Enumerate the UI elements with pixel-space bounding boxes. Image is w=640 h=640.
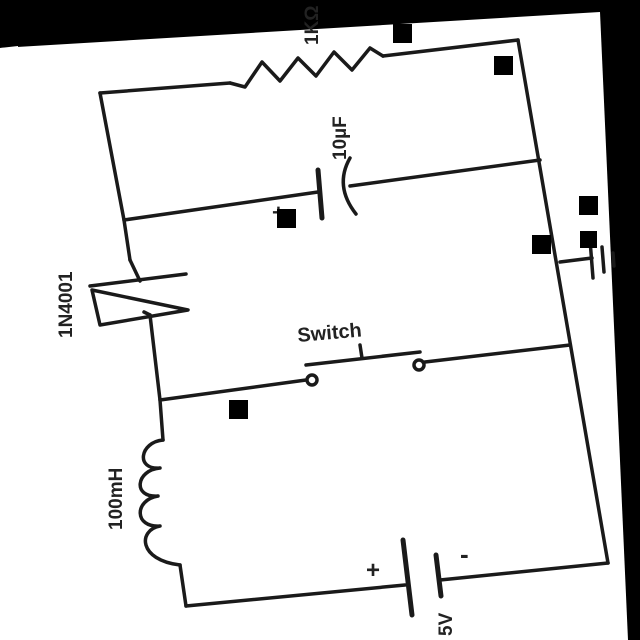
capacitor-plate-straight: [315, 167, 325, 221]
diode-lead-lower: [142, 310, 152, 317]
capacitor-plate-curved: [341, 156, 358, 216]
switch-contact-left: [305, 373, 319, 387]
wire-top-right: [381, 38, 520, 58]
diode-triangle: [90, 288, 190, 327]
battery-minus-sign: -: [460, 539, 469, 569]
redaction-square: [532, 235, 551, 254]
paper-left-edge: [0, 46, 18, 360]
wire-capacitor-left: [122, 190, 320, 222]
diode-label: 1N4001: [56, 271, 77, 338]
diode-lead: [128, 258, 142, 283]
resistor-label: 1KΩ: [302, 5, 323, 45]
ground-line-mid: [600, 245, 606, 274]
redaction-square: [277, 209, 296, 228]
wire-bottom-right: [438, 561, 610, 582]
redaction-square: [579, 196, 598, 215]
inductor-coil: [138, 438, 182, 567]
wire-bottom-left: [184, 583, 407, 608]
wire-top-left: [98, 81, 232, 95]
battery-plate-long: [400, 537, 415, 618]
wire-switch-right: [423, 343, 572, 364]
switch-plunger: [358, 343, 364, 360]
redaction-square: [229, 400, 248, 419]
battery-plus-sign: +: [366, 557, 380, 584]
resistor-zigzag: [228, 46, 385, 89]
wire-left-rail-bottom: [178, 563, 188, 608]
redaction-square: [580, 231, 597, 248]
wire-ground-stub: [558, 256, 594, 264]
battery-plate-short: [433, 552, 444, 599]
capacitor-label: 10µF: [330, 116, 351, 160]
ground-line-short: [611, 251, 616, 268]
inductor-label: 100mH: [106, 468, 127, 530]
switch-contact-right: [412, 358, 426, 372]
wire-right-rail: [516, 38, 610, 565]
battery-label: 5V: [436, 612, 457, 636]
wire-capacitor-right: [348, 158, 542, 188]
wire-switch-left: [158, 378, 308, 402]
redaction-square: [393, 24, 412, 43]
redaction-square: [494, 56, 513, 75]
